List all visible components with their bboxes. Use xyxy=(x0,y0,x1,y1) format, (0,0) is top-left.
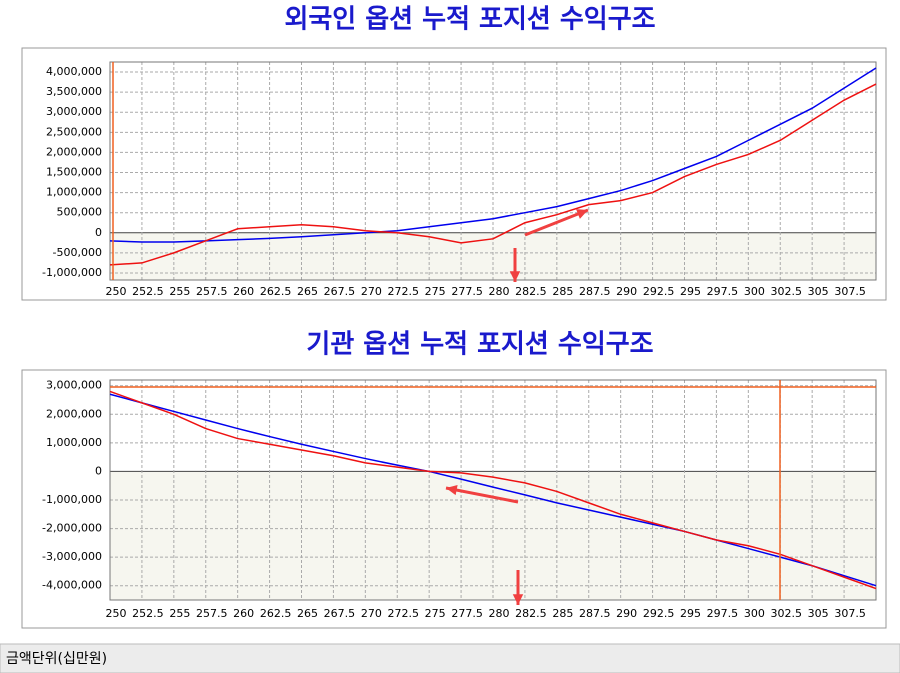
x-tick-label: 307.5 xyxy=(834,285,866,298)
y-tick-label: 3,000,000 xyxy=(46,379,102,392)
x-tick-label: 267.5 xyxy=(324,607,356,620)
x-tick-label: 265 xyxy=(297,607,318,620)
x-tick-label: 270 xyxy=(361,607,382,620)
x-tick-label: 252.5 xyxy=(132,607,164,620)
series-line xyxy=(109,83,877,266)
y-tick-label: 500,000 xyxy=(57,206,103,219)
x-tick-label: 252.5 xyxy=(132,285,164,298)
x-tick-label: 277.5 xyxy=(451,607,483,620)
x-tick-label: 295 xyxy=(680,285,701,298)
x-tick-label: 270 xyxy=(361,285,382,298)
x-tick-label: 280 xyxy=(489,607,510,620)
x-tick-label: 297.5 xyxy=(707,285,739,298)
x-tick-label: 292.5 xyxy=(643,285,675,298)
x-tick-label: 257.5 xyxy=(196,285,228,298)
status-text: 금액단위(십만원) xyxy=(6,651,107,667)
x-tick-label: 277.5 xyxy=(451,285,483,298)
y-tick-label: 2,000,000 xyxy=(46,145,102,158)
x-tick-label: 285 xyxy=(552,607,573,620)
chart-title: 기관 옵션 누적 포지션 수익구조 xyxy=(306,330,653,360)
arrow-head xyxy=(512,594,524,605)
x-tick-label: 262.5 xyxy=(260,285,292,298)
x-tick-label: 300 xyxy=(744,607,765,620)
x-tick-label: 302.5 xyxy=(771,607,803,620)
x-tick-label: 287.5 xyxy=(579,285,611,298)
status-bar xyxy=(0,643,900,673)
arrow-head xyxy=(576,209,588,219)
y-tick-label: 2,500,000 xyxy=(46,125,102,138)
x-tick-label: 255 xyxy=(169,607,190,620)
x-tick-label: 265 xyxy=(297,285,318,298)
x-tick-label: 257.5 xyxy=(196,607,228,620)
x-tick-label: 302.5 xyxy=(771,285,803,298)
x-tick-label: 260 xyxy=(233,607,254,620)
x-tick-label: 275 xyxy=(425,607,446,620)
x-tick-label: 272.5 xyxy=(388,285,420,298)
y-tick-label: -500,000 xyxy=(53,246,102,259)
plot-border xyxy=(109,379,877,601)
x-tick-label: 282.5 xyxy=(515,285,547,298)
x-tick-label: 272.5 xyxy=(388,607,420,620)
x-tick-label: 260 xyxy=(233,285,254,298)
x-tick-label: 267.5 xyxy=(324,285,356,298)
x-tick-label: 262.5 xyxy=(260,607,292,620)
x-tick-label: 307.5 xyxy=(834,607,866,620)
x-tick-label: 305 xyxy=(808,285,829,298)
x-tick-label: 255 xyxy=(169,285,190,298)
x-tick-label: 280 xyxy=(489,285,510,298)
series-line xyxy=(109,393,877,587)
y-tick-label: -3,000,000 xyxy=(42,550,102,563)
arrow xyxy=(524,208,589,237)
x-tick-label: 250 xyxy=(106,607,127,620)
y-tick-label: 0 xyxy=(95,464,102,477)
plot-border xyxy=(109,61,877,281)
y-tick-label: 1,000,000 xyxy=(46,186,102,199)
x-tick-label: 300 xyxy=(744,285,765,298)
series-line xyxy=(109,67,877,243)
x-tick-label: 292.5 xyxy=(643,607,675,620)
x-tick-label: 285 xyxy=(552,285,573,298)
x-tick-label: 290 xyxy=(616,607,637,620)
arrow-head xyxy=(509,271,521,282)
series-line xyxy=(109,390,877,590)
y-tick-label: 1,500,000 xyxy=(46,166,102,179)
arrow-head xyxy=(446,484,458,496)
y-tick-label: -2,000,000 xyxy=(42,522,102,535)
x-tick-label: 297.5 xyxy=(707,607,739,620)
x-tick-label: 287.5 xyxy=(579,607,611,620)
chart-title: 외국인 옵션 누적 포지션 수익구조 xyxy=(284,5,655,35)
y-tick-label: 2,000,000 xyxy=(46,407,102,420)
y-tick-label: 3,500,000 xyxy=(46,85,102,98)
y-tick-label: 0 xyxy=(95,226,102,239)
x-tick-label: 275 xyxy=(425,285,446,298)
x-tick-label: 250 xyxy=(106,285,127,298)
y-tick-label: 1,000,000 xyxy=(46,436,102,449)
arrow xyxy=(445,486,519,504)
y-tick-label: -4,000,000 xyxy=(42,579,102,592)
x-tick-label: 282.5 xyxy=(515,607,547,620)
x-tick-label: 295 xyxy=(680,607,701,620)
y-tick-label: -1,000,000 xyxy=(42,493,102,506)
y-tick-label: 3,000,000 xyxy=(46,105,102,118)
y-tick-label: -1,000,000 xyxy=(42,266,102,279)
x-tick-label: 290 xyxy=(616,285,637,298)
x-tick-label: 305 xyxy=(808,607,829,620)
y-tick-label: 4,000,000 xyxy=(46,65,102,78)
